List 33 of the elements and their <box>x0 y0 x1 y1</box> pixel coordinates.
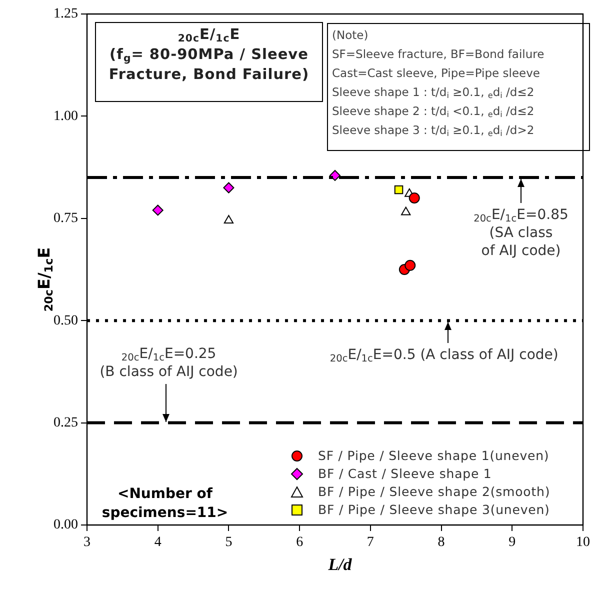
y-tick-label: 1.00 <box>54 108 78 124</box>
ref-line-label: $_{20c}$E/$_{1c}$E=0.5 (A class of AIJ code) <box>328 346 560 364</box>
legend-label: SF / Pipe / Sleeve shape 1(uneven) <box>318 447 550 465</box>
point <box>330 170 340 181</box>
ref-line-label: $_{20c}$E/$_{1c}$E=0.25 (B class of AIJ code) <box>98 344 239 381</box>
y-tick-label: 0.50 <box>54 313 78 328</box>
legend-label: BF / Pipe / Sleeve shape 2(smooth) <box>318 483 550 501</box>
x-tick-label: 3 <box>84 535 90 550</box>
chart-title: $_{20c}$E/$_{1c}$E (f$_{g}$= 80-90MPa / Sleeve Fracture, Bond Failure) <box>108 27 310 83</box>
point <box>394 185 404 194</box>
point <box>408 192 420 204</box>
legend-label: BF / Cast / Sleeve shape 1 <box>318 465 492 483</box>
x-tick-label: 9 <box>508 535 516 550</box>
text: (Note) SF=Sleeve fracture, BF=Bond failure Cast=Cast sleeve, Pipe=Pipe sleeve Sleeve shape 1 : t/d$_{i}$ ≥0.1, $_{e}$d$_{i}$ /d≤2 Sleeve shape 2 : t/d$_{i}$ <0.1, $_{e}$d$_{i}$ /d≤2 Sleeve shape 3 : t/d$_{i}$ ≥0.1, $_{e}$d$_{i}$ /d>2 <box>332 28 544 138</box>
point <box>404 260 416 271</box>
x-axis-title: L/d <box>327 555 353 575</box>
ref-line-label: $_{20c}$E/$_{1c}$E=0.85 (SA class of AIJ code) <box>472 206 570 260</box>
x-tick-label: 4 <box>154 535 162 550</box>
point <box>401 206 411 216</box>
x-tick-label: 8 <box>438 535 445 550</box>
legend-label: BF / Pipe / Sleeve shape 3(uneven) <box>318 501 550 519</box>
x-tick-label: 6 <box>296 535 304 550</box>
x-tick-label: 5 <box>225 535 232 550</box>
y-tick-label: 0.75 <box>54 211 78 226</box>
x-tick-label: 10 <box>576 535 590 550</box>
point <box>223 182 234 194</box>
x-tick-label: 7 <box>366 535 374 550</box>
annotation: <Number of specimens=11> <box>100 485 230 523</box>
point <box>152 204 164 216</box>
y-tick-label: 0.25 <box>54 415 78 430</box>
y-tick-label: 1.25 <box>54 6 78 22</box>
point <box>224 214 234 224</box>
y-tick-label: 0.00 <box>54 518 78 533</box>
